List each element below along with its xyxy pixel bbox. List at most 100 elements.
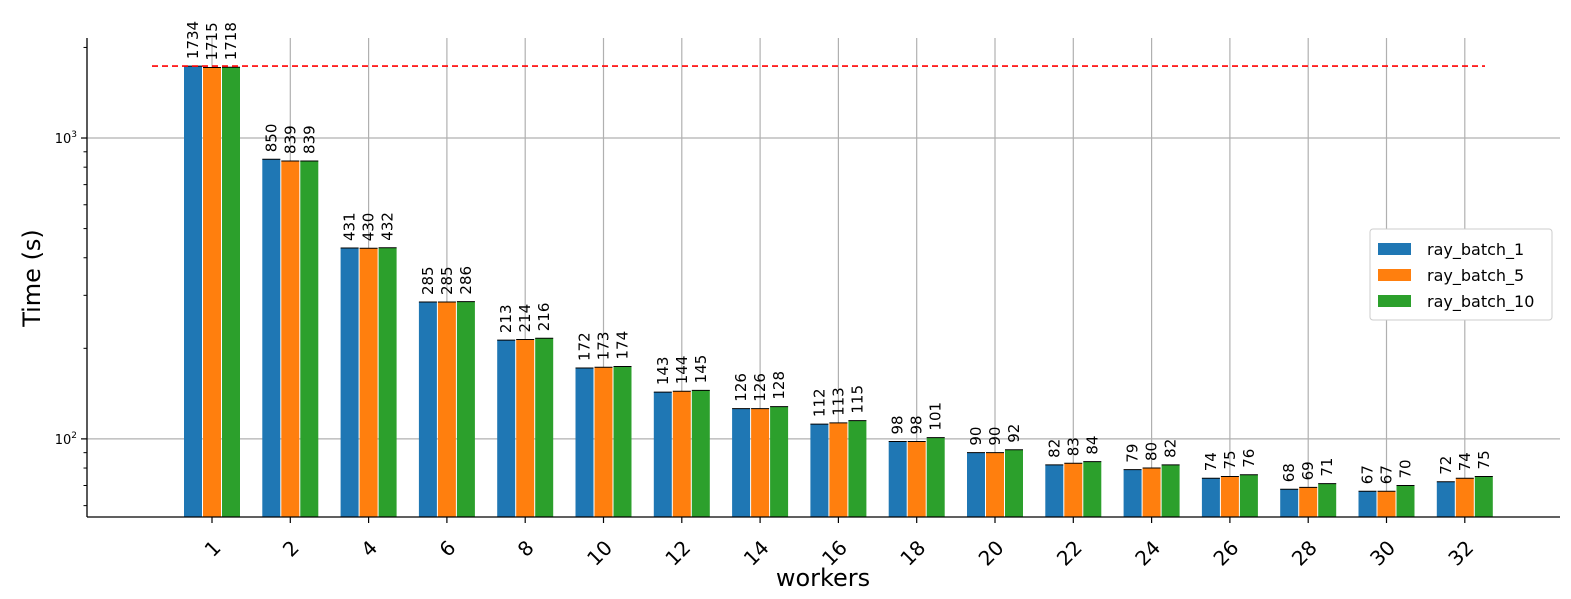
legend-swatch	[1378, 269, 1411, 281]
data-label: 101	[927, 402, 945, 431]
bar	[1396, 485, 1415, 517]
data-label: 430	[360, 213, 378, 242]
data-label: 214	[516, 304, 534, 333]
x-tick-label: 10	[582, 536, 617, 571]
x-tick-label: 22	[1052, 536, 1087, 571]
data-label: 839	[281, 125, 299, 154]
data-label: 145	[692, 355, 710, 384]
bar	[810, 424, 829, 517]
data-label: 90	[967, 427, 985, 446]
x-tick-label: 2	[278, 536, 304, 562]
bar	[613, 366, 632, 517]
data-label: 174	[614, 331, 632, 360]
x-axis-label: workers	[776, 564, 870, 592]
x-tick-label: 8	[513, 536, 539, 562]
x-tick-label: 6	[434, 536, 460, 562]
data-label: 216	[535, 303, 553, 332]
data-label: 144	[673, 356, 691, 385]
data-label: 839	[300, 125, 318, 154]
bar	[418, 302, 437, 517]
bar	[653, 392, 672, 517]
bar	[281, 160, 300, 517]
data-label: 172	[576, 332, 594, 361]
data-label: 285	[419, 266, 437, 295]
x-tick-label: 4	[356, 536, 382, 562]
x-tick-label: 1	[200, 536, 226, 562]
x-tick-label: 14	[739, 536, 774, 571]
x-tick-label: 20	[974, 536, 1009, 571]
bar	[359, 248, 378, 518]
bar	[1142, 468, 1161, 517]
data-label: 71	[1318, 458, 1336, 477]
data-label: 83	[1064, 437, 1082, 456]
bar	[184, 66, 202, 517]
bar	[575, 368, 594, 517]
bar	[967, 452, 985, 517]
data-label: 113	[829, 387, 847, 416]
x-tick-label: 26	[1208, 536, 1243, 571]
bar	[594, 367, 613, 517]
x-tick-label: 24	[1130, 536, 1165, 571]
data-label: 115	[848, 385, 866, 414]
y-tick-label: 103	[55, 130, 77, 147]
bar	[1220, 476, 1239, 517]
data-label: 112	[810, 388, 828, 417]
bar	[203, 67, 221, 517]
data-label: 75	[1221, 450, 1239, 469]
data-label: 72	[1437, 456, 1455, 475]
bar	[907, 441, 926, 517]
legend-swatch	[1378, 243, 1411, 255]
data-label: 432	[379, 212, 397, 241]
bar	[1083, 461, 1102, 517]
bar	[1318, 483, 1337, 517]
bar	[829, 422, 848, 517]
legend-label: ray_batch_5	[1427, 266, 1524, 286]
data-label: 1718	[222, 22, 240, 60]
bar	[1123, 469, 1142, 517]
axes	[86, 38, 1560, 518]
bar	[340, 247, 359, 518]
data-label: 143	[654, 357, 672, 386]
legend-swatch	[1378, 295, 1411, 307]
x-tick-label: 12	[660, 536, 695, 571]
bar	[516, 339, 535, 517]
bar	[1455, 478, 1474, 517]
bar	[1358, 491, 1377, 517]
bar	[300, 160, 319, 517]
data-label: 70	[1397, 459, 1415, 478]
bar	[262, 159, 281, 517]
bar	[732, 408, 751, 517]
data-label: 1715	[203, 22, 221, 60]
data-label: 126	[732, 373, 750, 402]
data-label: 128	[770, 371, 788, 400]
data-label: 76	[1240, 449, 1258, 468]
data-label: 1734	[184, 21, 202, 59]
y-axis-label: Time (s)	[18, 229, 46, 328]
bar	[1239, 474, 1258, 517]
data-label: 431	[341, 212, 359, 241]
data-label: 98	[908, 415, 926, 434]
data-label: 173	[595, 332, 613, 361]
data-label: 67	[1359, 465, 1377, 484]
bar	[926, 437, 945, 517]
bar	[1064, 463, 1083, 517]
bar	[888, 441, 907, 517]
bar	[672, 391, 691, 517]
data-label: 286	[457, 266, 475, 295]
legend-label: ray_batch_1	[1427, 240, 1524, 260]
data-label: 90	[986, 427, 1004, 446]
legend-frame	[1369, 228, 1553, 321]
bar	[1280, 489, 1299, 517]
bars	[184, 65, 1493, 518]
bar	[1299, 487, 1318, 517]
legend-label: ray_batch_10	[1427, 292, 1534, 312]
bar	[1201, 478, 1220, 517]
bar	[1436, 481, 1455, 517]
bar	[222, 67, 240, 517]
bar	[1005, 449, 1023, 517]
bar	[751, 408, 770, 517]
data-label: 80	[1143, 442, 1161, 461]
data-label: 68	[1280, 463, 1298, 482]
